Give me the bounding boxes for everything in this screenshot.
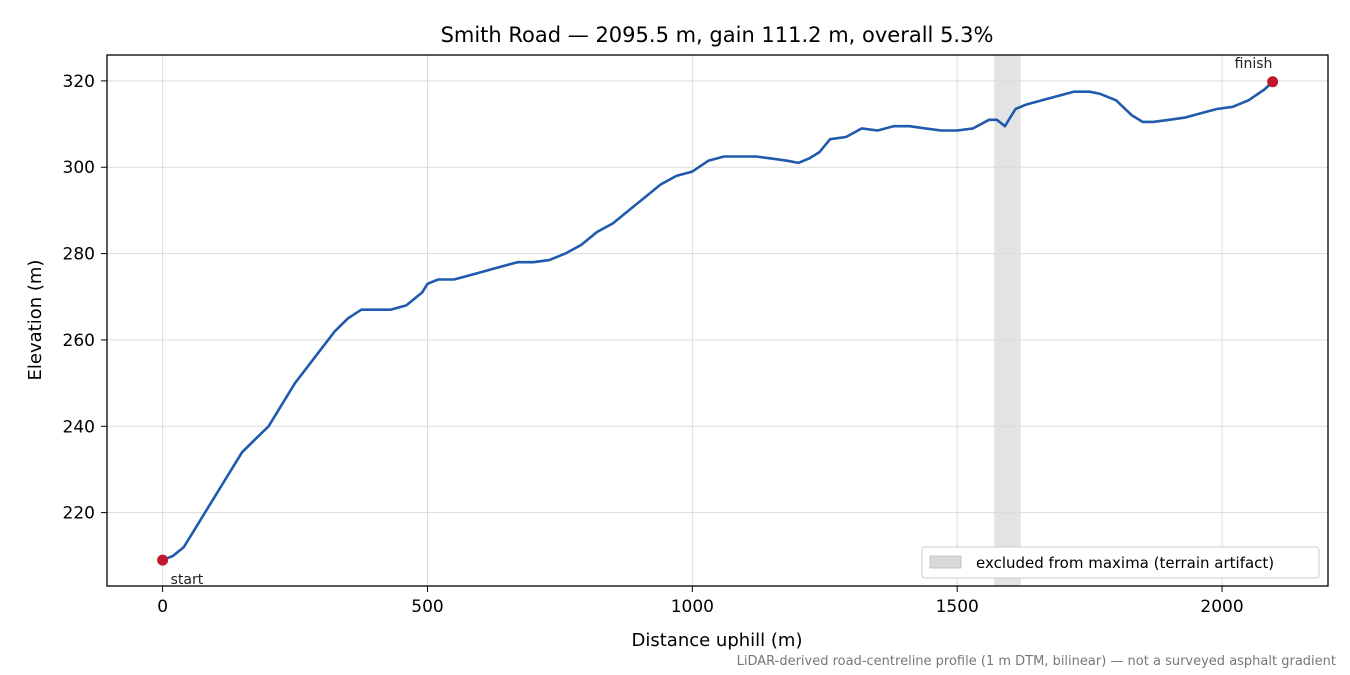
- x-tick-label: 2000: [1200, 597, 1243, 617]
- plot-frame: [106, 54, 1329, 587]
- profile-line-layer: [161, 80, 1274, 562]
- y-axis-ticks: 220 240 260 280 300 320: [63, 72, 107, 524]
- finish-label: finish: [1235, 56, 1273, 72]
- grid: [107, 55, 1328, 586]
- y-tick-label: 260: [63, 331, 95, 351]
- chart-title: Smith Road — 2095.5 m, gain 111.2 m, ove…: [441, 23, 994, 47]
- x-tick-label: 1000: [671, 597, 714, 617]
- legend-box: [921, 546, 1320, 579]
- start-point: [157, 554, 169, 566]
- legend-swatch: [929, 555, 962, 569]
- excluded-band: [994, 55, 1021, 586]
- endpoint-markers: start finish: [157, 56, 1279, 588]
- legend: excluded from maxima (terrain artifact): [921, 546, 1320, 579]
- excluded-band-layer: [994, 55, 1021, 586]
- x-tick-label: 0: [157, 597, 168, 617]
- start-label: start: [171, 572, 204, 588]
- y-tick-label: 220: [63, 504, 95, 524]
- y-tick-label: 300: [63, 158, 95, 178]
- finish-point: [1267, 76, 1279, 88]
- x-axis-ticks: 0 500 1000 1500 2000: [157, 586, 1244, 617]
- y-tick-label: 320: [63, 72, 95, 92]
- x-tick-label: 500: [411, 597, 443, 617]
- y-tick-label: 240: [63, 417, 95, 437]
- x-axis-title: Distance uphill (m): [632, 630, 803, 651]
- legend-label: excluded from maxima (terrain artifact): [976, 554, 1274, 572]
- footnote: LiDAR-derived road-centreline profile (1…: [737, 654, 1336, 669]
- y-axis-title: Elevation (m): [25, 260, 46, 381]
- elevation-profile-line: [161, 80, 1274, 562]
- x-tick-label: 1500: [936, 597, 979, 617]
- y-tick-label: 280: [63, 245, 95, 265]
